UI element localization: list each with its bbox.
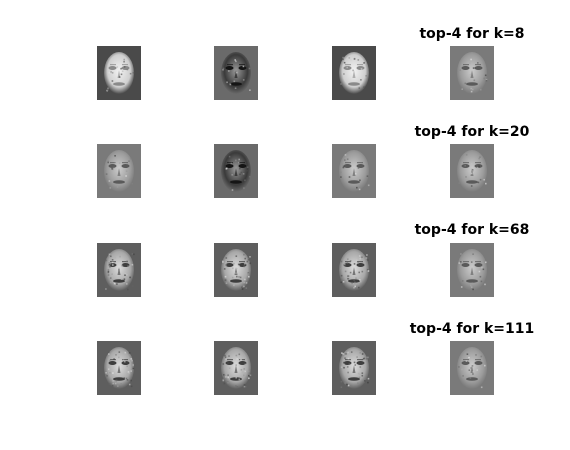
face-tile	[332, 46, 376, 100]
face-tile	[214, 341, 258, 395]
face-tile	[97, 46, 141, 100]
face-tile	[214, 144, 258, 198]
face-tile	[97, 341, 141, 395]
face-tile	[332, 243, 376, 297]
face-tile	[332, 144, 376, 198]
row-title: top-4 for k=111	[409, 321, 535, 337]
row-title: top-4 for k=8	[419, 26, 525, 42]
face-tile	[332, 341, 376, 395]
face-tile	[450, 144, 494, 198]
face-tile	[450, 243, 494, 297]
face-tile	[97, 144, 141, 198]
row-title: top-4 for k=68	[414, 222, 530, 238]
row-title: top-4 for k=20	[414, 124, 530, 140]
face-tile	[214, 243, 258, 297]
face-tile	[214, 46, 258, 100]
face-tile	[450, 341, 494, 395]
face-tile	[97, 243, 141, 297]
face-tile	[450, 46, 494, 100]
